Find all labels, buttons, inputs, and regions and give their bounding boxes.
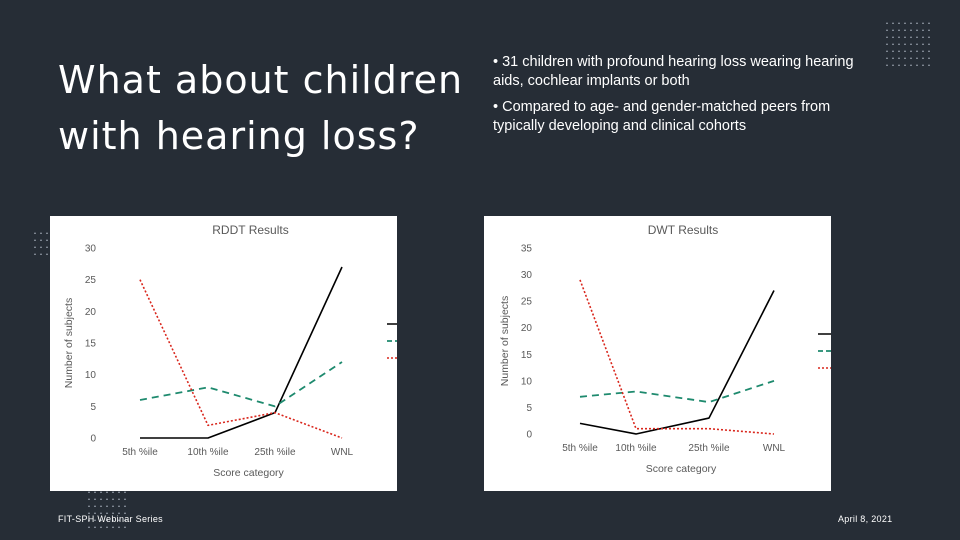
slide-title: What about children with hearing loss? <box>58 52 478 164</box>
x-tick-label: 25th %ile <box>688 443 730 454</box>
y-tick-label: 25 <box>85 275 97 286</box>
y-tick-label: 30 <box>521 270 533 281</box>
series-line-cl <box>139 361 343 408</box>
y-tick-label: 5 <box>526 403 532 414</box>
y-tick-label: 20 <box>85 307 97 318</box>
y-tick-label: 15 <box>85 339 97 350</box>
bullet-list: 31 children with profound hearing loss w… <box>493 53 878 143</box>
series-line-td <box>579 290 775 435</box>
bullet-item: 31 children with profound hearing loss w… <box>493 53 878 91</box>
y-tick-label: 0 <box>526 430 532 441</box>
footer-date: April 8, 2021 <box>838 514 893 524</box>
x-axis-label: Score category <box>646 463 717 475</box>
y-tick-label: 15 <box>521 350 533 361</box>
dwt-chart-panel: DWT Results 0 5 10 15 20 25 30 35 5th %ile 10th %i… <box>484 216 831 491</box>
y-tick-label: 30 <box>85 244 97 255</box>
chart-svg: RDDT Results 0 5 10 15 20 25 30 5th %ile 10th %il… <box>63 223 397 479</box>
x-tick-label: 5th %ile <box>122 447 158 458</box>
decorative-dots-top-right <box>884 22 930 71</box>
y-axis-label: Number of subjects <box>63 298 75 388</box>
x-tick-label: 10th %ile <box>187 447 229 458</box>
x-tick-label: WNL <box>331 447 354 458</box>
x-tick-label: 5th %ile <box>562 443 598 454</box>
y-tick-label: 35 <box>521 244 533 255</box>
x-axis-label: Score category <box>213 467 284 479</box>
bullet-item: Compared to age- and gender-matched peer… <box>493 98 878 136</box>
slide-title-line2: with hearing loss? <box>58 114 420 158</box>
footer-series: FIT-SPH Webinar Series <box>58 514 163 524</box>
y-tick-label: 5 <box>90 402 96 413</box>
series-line-td <box>140 266 343 439</box>
rddt-chart-panel: RDDT Results 0 5 10 15 20 25 30 5th %ile 10th %il… <box>50 216 397 491</box>
decorative-dots-bottom <box>86 491 126 533</box>
y-tick-label: 20 <box>521 323 533 334</box>
y-tick-label: 10 <box>521 376 533 387</box>
x-tick-label: 25th %ile <box>254 447 296 458</box>
x-tick-label: 10th %ile <box>615 443 657 454</box>
x-tick-label: WNL <box>763 443 786 454</box>
y-tick-label: 0 <box>90 434 96 445</box>
chart-title: DWT Results <box>648 223 718 237</box>
series-line-hl <box>579 279 775 435</box>
chart-svg: DWT Results 0 5 10 15 20 25 30 35 5th %ile 10th %i… <box>499 223 831 475</box>
chart-title: RDDT Results <box>212 223 288 237</box>
y-tick-label: 25 <box>521 297 533 308</box>
y-tick-label: 10 <box>85 370 97 381</box>
y-axis-label: Number of subjects <box>499 296 511 386</box>
series-line-cl <box>579 380 775 404</box>
slide-title-line1: What about children <box>58 58 464 102</box>
series-line-hl <box>139 279 343 439</box>
